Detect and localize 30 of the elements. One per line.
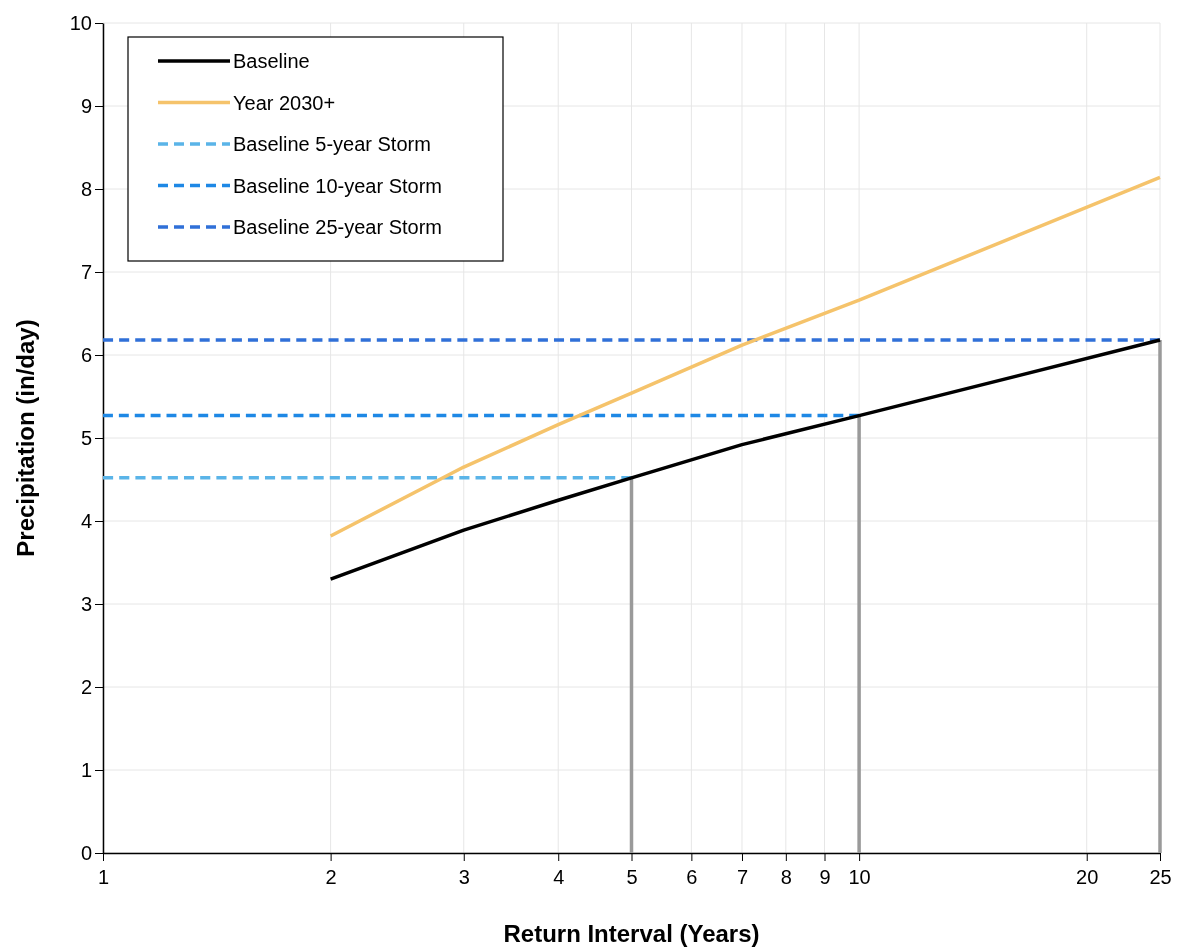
y-tick-label: 7 bbox=[80, 260, 92, 283]
x-tick-label: 4 bbox=[553, 866, 565, 888]
x-axis-title: Return Interval (Years) bbox=[503, 920, 760, 947]
x-tick-label: 2 bbox=[325, 866, 337, 888]
x-tick-label: 10 bbox=[848, 866, 871, 888]
y-tick-label: 9 bbox=[80, 94, 92, 117]
y-tick-label: 8 bbox=[80, 177, 92, 200]
legend-label: Baseline bbox=[233, 50, 310, 72]
x-tick-label: 5 bbox=[626, 866, 638, 888]
y-tick-label: 3 bbox=[80, 592, 92, 615]
y-tick-label: 1 bbox=[80, 758, 92, 781]
legend-label: Year 2030+ bbox=[233, 91, 336, 114]
y-tick-label: 6 bbox=[80, 343, 92, 366]
y-tick-label: 10 bbox=[69, 11, 92, 34]
x-tick-label: 1 bbox=[97, 866, 110, 888]
x-tick-label: 8 bbox=[780, 866, 792, 888]
y-axis-title: Precipitation (in/day) bbox=[12, 319, 39, 557]
y-tick-label: 0 bbox=[80, 841, 92, 864]
x-tick-label: 3 bbox=[458, 866, 470, 888]
y-tick-label: 2 bbox=[80, 675, 92, 698]
legend-label: Baseline 10-year Storm bbox=[233, 174, 442, 197]
x-tick-label: 6 bbox=[686, 866, 698, 888]
legend-label: Baseline 25-year Storm bbox=[233, 216, 442, 238]
y-tick-label: 5 bbox=[80, 426, 92, 449]
x-tick-label: 7 bbox=[736, 866, 749, 888]
legend-label: Baseline 5-year Storm bbox=[233, 133, 431, 155]
x-tick-label: 9 bbox=[819, 866, 831, 888]
y-tick-label: 4 bbox=[80, 509, 92, 532]
x-tick-label: 20 bbox=[1076, 866, 1099, 888]
x-tick-label: 25 bbox=[1149, 866, 1172, 888]
